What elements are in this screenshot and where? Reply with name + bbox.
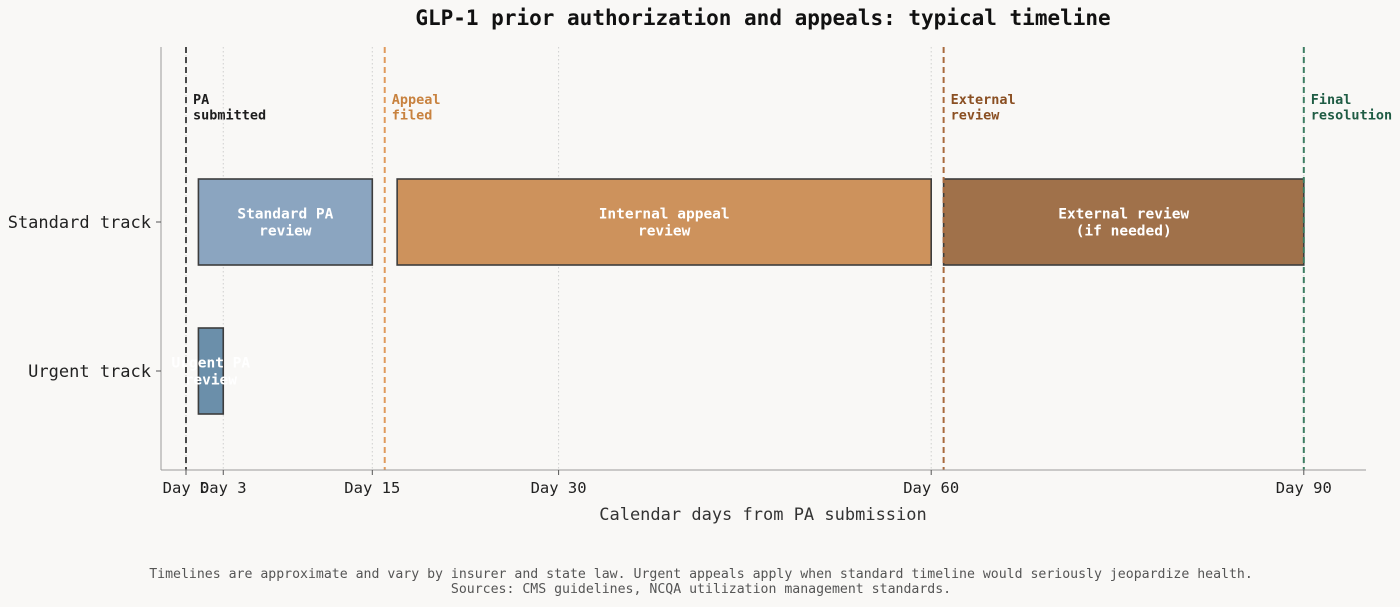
y-tick-label-standard-track: Standard track — [8, 213, 151, 233]
bar-standard-pa-review — [197, 178, 374, 266]
bar-external-review-if-needed — [942, 178, 1305, 266]
milestone-label-appeal-filed: Appeal filed — [392, 92, 441, 124]
x-tick-label-day-60: Day 60 — [903, 479, 959, 497]
x-tick-label-day-15: Day 15 — [344, 479, 400, 497]
x-tick-label-day-90: Day 90 — [1276, 479, 1332, 497]
y-tick-label-urgent-track: Urgent track — [28, 362, 151, 382]
milestone-label-pa-submitted: PA submitted — [193, 92, 266, 124]
milestone-label-final-resolution: Final resolution — [1311, 92, 1392, 124]
chart-title: GLP-1 prior authorization and appeals: t… — [415, 6, 1110, 30]
bar-urgent-pa-review — [197, 327, 225, 415]
x-axis-label: Calendar days from PA submission — [599, 505, 927, 525]
bar-internal-appeal-review — [396, 178, 933, 266]
x-tick-label-day-0: Day 0 — [163, 479, 210, 497]
milestones-layer: PA submitted Appeal filed External review Fina… — [185, 47, 1392, 470]
bar-label-internal-appeal-review: Internal appeal review — [599, 207, 730, 240]
bar-label-standard-pa-review: Standard PA review — [237, 207, 333, 240]
bar-label-urgent-pa-review: Urgent PA review — [172, 356, 251, 389]
milestone-label-external-review: External review — [951, 92, 1016, 124]
x-tick-label-day-3: Day 3 — [200, 479, 247, 497]
bar-label-external-review-if-needed: External review (if needed) — [1058, 207, 1189, 240]
footnote-line-1: Timelines are approximate and vary by in… — [149, 567, 1253, 582]
x-tick-label-day-30: Day 30 — [531, 479, 587, 497]
bars-layer: Standard PA review Internal appeal review Ex… — [172, 178, 1305, 415]
footnote-line-2: Sources: CMS guidelines, NCQA utilizatio… — [451, 582, 951, 597]
